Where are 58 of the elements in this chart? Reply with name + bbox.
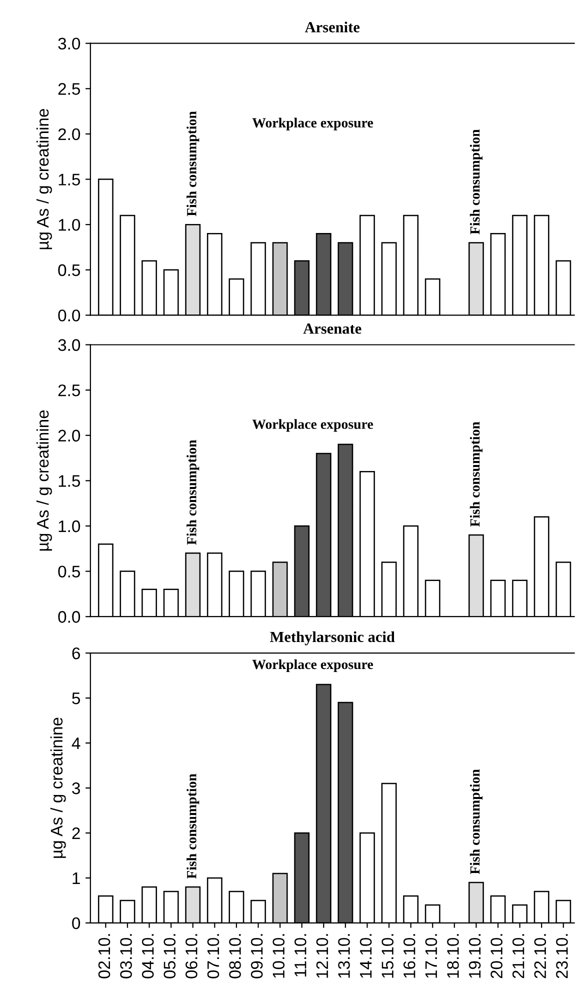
y-tick-label: 0 [72, 917, 80, 930]
y-tick-label: 1.5 [58, 174, 80, 186]
x-tick-label: 12.10. [316, 934, 328, 978]
x-tick-label: 19.10. [468, 934, 481, 978]
y-tick-label: 3.0 [58, 339, 80, 351]
x-tick-label: 21.10. [512, 934, 524, 978]
y-tick-label: 0.5 [58, 264, 80, 276]
y-tick-label: 2.5 [58, 83, 80, 95]
x-tick-label: 02.10. [98, 934, 110, 978]
annotation: Workplace exposure [252, 118, 374, 130]
x-tick-label: 08.10. [229, 934, 241, 978]
annotation: Fish consumption [186, 111, 200, 216]
x-tick-label: 03.10. [120, 934, 132, 978]
x-tick-label: 04.10. [142, 934, 154, 978]
y-axis-title: µg As / g creatinine [50, 718, 66, 858]
annotation: Fish consumption [470, 769, 482, 874]
x-tick-label: 07.10. [207, 934, 220, 978]
y-tick-label: 0.0 [58, 611, 80, 623]
x-tick-label: 06.10. [186, 934, 198, 978]
x-tick-label: 15.10. [382, 934, 394, 978]
x-tick-label: 11.10. [294, 934, 306, 976]
x-tick-label: 17.10. [425, 934, 438, 978]
y-tick-label: 1.0 [58, 520, 80, 532]
annotation: Fish consumption [470, 129, 482, 234]
x-tick-label: 18.10. [447, 934, 459, 978]
y-tick-label: 2.5 [58, 384, 80, 396]
y-tick-label: 3 [72, 782, 80, 794]
x-tick-label: 22.10. [534, 934, 546, 978]
x-tick-label: 20.10. [490, 934, 502, 978]
annotation: Workplace exposure [252, 419, 374, 432]
y-axis-title: µg As / g creatinine [36, 410, 52, 551]
y-tick-label: 0.0 [58, 310, 80, 322]
y-tick-label: 1.0 [58, 218, 80, 231]
y-tick-label: 2 [72, 827, 80, 840]
y-axis-title: µg As / g creatinine [36, 108, 52, 250]
y-tick-label: 1.5 [58, 475, 80, 487]
x-tick-label: 14.10. [360, 934, 372, 978]
x-tick-label: 23.10. [556, 934, 568, 978]
y-tick-label: 4 [72, 738, 80, 750]
annotation: Fish consumption [186, 774, 200, 879]
x-tick-label: 13.10. [338, 934, 350, 978]
annotation: Fish consumption [186, 440, 200, 545]
chart-title: Arsenite [304, 22, 360, 32]
y-tick-label: 2.0 [58, 430, 80, 442]
y-tick-label: 2.0 [58, 128, 80, 140]
annotation: Fish consumption [470, 422, 482, 527]
y-tick-label: 6 [72, 647, 80, 660]
y-tick-label: 1 [72, 872, 80, 884]
x-tick-label: 16.10. [403, 934, 416, 978]
chart-title: Arsenate [303, 324, 362, 334]
annotation: Workplace exposure [252, 659, 374, 672]
chart-title: Methylarsonic acid [270, 631, 395, 646]
y-tick-label: 5 [72, 692, 80, 704]
y-tick-label: 0.5 [58, 566, 80, 578]
x-tick-label: 10.10. [272, 934, 285, 978]
x-tick-label: 05.10. [164, 934, 176, 978]
x-tick-label: 09.10. [250, 934, 263, 978]
y-tick-label: 3.0 [58, 38, 80, 50]
